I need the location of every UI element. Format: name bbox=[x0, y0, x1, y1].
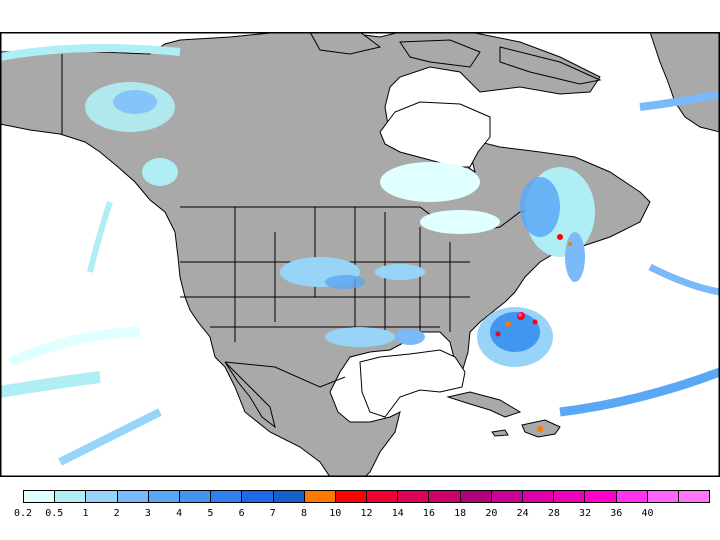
land-cuba bbox=[446, 391, 522, 418]
colorbar-tick-label: 12 bbox=[360, 508, 373, 519]
colorbar-swatch bbox=[211, 491, 243, 502]
precipitation-map bbox=[0, 32, 720, 477]
colorbar-swatch bbox=[585, 491, 617, 502]
colorbar-tick-label: 28 bbox=[547, 508, 560, 519]
colorbar-swatch bbox=[335, 491, 368, 502]
colorbar-tick-label: 40 bbox=[641, 508, 654, 519]
precipitation-field bbox=[0, 44, 720, 466]
colorbar-swatch bbox=[117, 491, 149, 502]
colorbar-tick-label: 7 bbox=[269, 508, 276, 519]
land-greenland bbox=[649, 32, 720, 133]
colorbar-swatch bbox=[678, 491, 710, 502]
colorbar-tick-label: 5 bbox=[207, 508, 214, 519]
colorbar-tick-label: 4 bbox=[176, 508, 183, 519]
colorbar-tick-label: 16 bbox=[422, 508, 435, 519]
colorbar-tick-label: 8 bbox=[301, 508, 308, 519]
colorbar-swatch bbox=[460, 491, 492, 502]
gulf-of-mexico bbox=[359, 349, 466, 418]
colorbar-swatch bbox=[273, 491, 305, 502]
colorbar-swatch bbox=[367, 491, 399, 502]
colorbar-swatch bbox=[179, 491, 212, 502]
colorbar-swatch bbox=[554, 491, 586, 502]
colorbar-tick-label: 20 bbox=[485, 508, 498, 519]
colorbar-tick-label: 14 bbox=[391, 508, 404, 519]
land-jamaica bbox=[491, 429, 509, 437]
colorbar-tick-label: 36 bbox=[610, 508, 623, 519]
land-arctic-islands bbox=[309, 32, 602, 85]
colorbar-swatch bbox=[523, 491, 555, 502]
political-borders bbox=[61, 54, 546, 388]
colorbar-swatch bbox=[304, 491, 336, 502]
hudson-bay bbox=[379, 101, 491, 168]
land-north-america bbox=[0, 32, 651, 477]
map-canvas bbox=[0, 32, 720, 477]
colorbar-tick-label: 1 bbox=[82, 508, 89, 519]
land-baja bbox=[224, 361, 276, 429]
colorbar bbox=[23, 490, 710, 503]
colorbar-tick-label: 6 bbox=[238, 508, 245, 519]
colorbar-swatch bbox=[24, 491, 56, 502]
colorbar-tick-label: 10 bbox=[329, 508, 342, 519]
colorbar-swatch bbox=[242, 491, 274, 502]
colorbar-tick-label: 2 bbox=[113, 508, 120, 519]
colorbar-swatch bbox=[616, 491, 648, 502]
colorbar-tick-label: 0.2 bbox=[13, 508, 33, 519]
colorbar-swatch bbox=[429, 491, 461, 502]
colorbar-swatch bbox=[491, 491, 523, 502]
colorbar-tick-label: 0.5 bbox=[45, 508, 64, 519]
colorbar-labels: 0.2 0.5 1 2 3 4 5 6 7 8 10 12 14 16 18 20 24 28 32 36 40 bbox=[14, 508, 710, 522]
colorbar-swatch bbox=[55, 491, 87, 502]
colorbar-swatch bbox=[86, 491, 118, 502]
colorbar-tick-label: 18 bbox=[454, 508, 467, 519]
colorbar-tick-label: 3 bbox=[144, 508, 151, 519]
colorbar-tick-label: 32 bbox=[579, 508, 592, 519]
colorbar-tick-label: 24 bbox=[516, 508, 529, 519]
colorbar-swatch bbox=[647, 491, 679, 502]
colorbar-swatch bbox=[398, 491, 430, 502]
colorbar-swatch bbox=[148, 491, 180, 502]
